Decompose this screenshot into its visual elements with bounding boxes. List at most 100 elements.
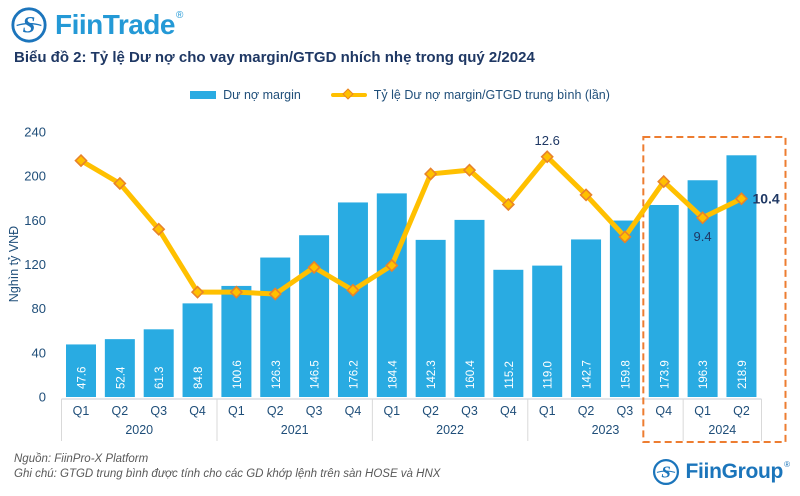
y-tick-label: 160 [24, 213, 46, 228]
y-tick-label: 200 [24, 169, 46, 184]
bar-value-label: 47.6 [77, 367, 89, 389]
quarter-label: Q2 [422, 404, 439, 418]
bar-value-label: 119.0 [543, 361, 555, 389]
bar-value-label: 84.8 [193, 367, 205, 389]
year-label: 2023 [592, 423, 620, 437]
bar-value-label: 184.4 [387, 360, 399, 389]
line-data-label: 10.4 [752, 191, 779, 207]
quarter-label: Q1 [73, 404, 90, 418]
fiintrade-logo: S FiinTrade ® [10, 6, 183, 44]
highlight-box [642, 136, 787, 443]
legend: Dư nợ margin Tỷ lệ Dư nợ margin/GTGD tru… [0, 88, 800, 102]
quarter-label: Q4 [189, 404, 206, 418]
year-label: 2021 [281, 423, 309, 437]
bar-value-label: 159.8 [620, 360, 632, 389]
quarter-label: Q1 [228, 404, 245, 418]
line-data-label: 12.6 [535, 133, 560, 148]
svg-text:S: S [662, 463, 671, 482]
bar [532, 265, 563, 397]
line-marker [268, 287, 282, 301]
year-label: 2020 [125, 423, 153, 437]
bar-value-label: 146.5 [310, 360, 322, 389]
bar [337, 202, 368, 397]
bar-value-label: 126.3 [271, 360, 283, 389]
quarter-label: Q2 [733, 404, 750, 418]
line-data-label: 9.4 [694, 229, 712, 244]
line-marker [113, 176, 127, 191]
fiintrade-brand-text: FiinTrade [55, 9, 175, 40]
y-tick-label: 240 [24, 125, 46, 140]
legend-line-swatch [330, 88, 367, 100]
bar [143, 329, 174, 397]
bar [648, 204, 679, 397]
line-marker [424, 167, 438, 181]
bar [609, 220, 640, 397]
bar-value-label: 218.9 [737, 360, 749, 389]
line-marker [734, 192, 749, 206]
line-marker [152, 222, 166, 236]
line-marker [540, 150, 554, 164]
bar-value-label: 176.2 [348, 360, 360, 389]
bar [221, 285, 252, 397]
trend-line [78, 154, 744, 297]
line-marker [462, 163, 477, 177]
bar-value-label: 115.2 [504, 361, 516, 389]
quarter-label: Q1 [539, 404, 556, 418]
legend-item-line: Tỷ lệ Dư nợ margin/GTGD trung bình (lần) [330, 88, 610, 102]
legend-item-bar: Dư nợ margin [190, 88, 301, 102]
bar [454, 219, 485, 397]
fiintrade-registered-mark: ® [175, 10, 184, 21]
bar [299, 235, 330, 397]
quarter-label: Q3 [617, 404, 634, 418]
quarter-label: Q3 [461, 404, 478, 418]
line-marker [657, 174, 671, 189]
bar-value-label: 173.9 [659, 360, 671, 389]
quarter-label: Q2 [267, 404, 284, 418]
footer-note: Ghi chú: GTGD trung bình được tính cho c… [14, 468, 441, 480]
year-label: 2024 [708, 423, 736, 437]
y-axis-title: Nghìn tỷ VNĐ [7, 225, 21, 303]
chart-title: Biểu đồ 2: Tỷ lệ Dư nợ cho vay margin/GT… [14, 49, 535, 66]
quarter-label: Q4 [345, 404, 362, 418]
fiingroup-registered-mark: ® [784, 460, 790, 469]
y-tick-label: 80 [32, 301, 46, 316]
year-label: 2022 [436, 423, 464, 437]
bar-value-label: 142.3 [426, 360, 438, 389]
line-marker [229, 285, 244, 299]
fiintrade-logo-icon: S [11, 7, 47, 43]
footer-source: Nguồn: FiinPro-X Platform [14, 453, 149, 465]
bar [66, 344, 96, 397]
y-tick-label: 120 [24, 257, 46, 272]
bar [687, 180, 718, 397]
legend-bar-swatch [190, 91, 217, 99]
line-marker [579, 188, 593, 202]
line-marker [74, 153, 88, 168]
quarter-label: Q1 [694, 404, 711, 418]
bar [493, 269, 524, 397]
fiingroup-logo: S FiinGroup ® [652, 458, 790, 486]
line-marker [618, 230, 632, 244]
line-marker [385, 258, 399, 273]
legend-line-label: Tỷ lệ Dư nợ margin/GTGD trung bình (lần) [373, 88, 610, 102]
bar-value-label: 100.6 [232, 360, 244, 389]
bar-value-label: 61.3 [154, 367, 166, 389]
legend-diamond-icon [342, 88, 354, 100]
line-marker [695, 211, 710, 225]
y-tick-label: 40 [32, 345, 46, 360]
bar [571, 239, 602, 397]
bar [415, 239, 446, 397]
bar-value-label: 142.7 [582, 360, 594, 389]
footer: Nguồn: FiinPro-X Platform Ghi chú: GTGD … [14, 452, 440, 482]
bar-value-label: 52.4 [115, 366, 127, 389]
bar-value-label: 160.4 [465, 360, 477, 389]
bar [726, 155, 757, 397]
quarter-label: Q2 [112, 404, 129, 418]
bar [182, 303, 213, 397]
bar [104, 339, 135, 397]
svg-text:S: S [23, 13, 36, 38]
quarter-label: Q3 [306, 404, 323, 418]
bar [376, 193, 407, 397]
bar-value-label: 196.3 [698, 360, 710, 389]
bar [260, 257, 291, 397]
